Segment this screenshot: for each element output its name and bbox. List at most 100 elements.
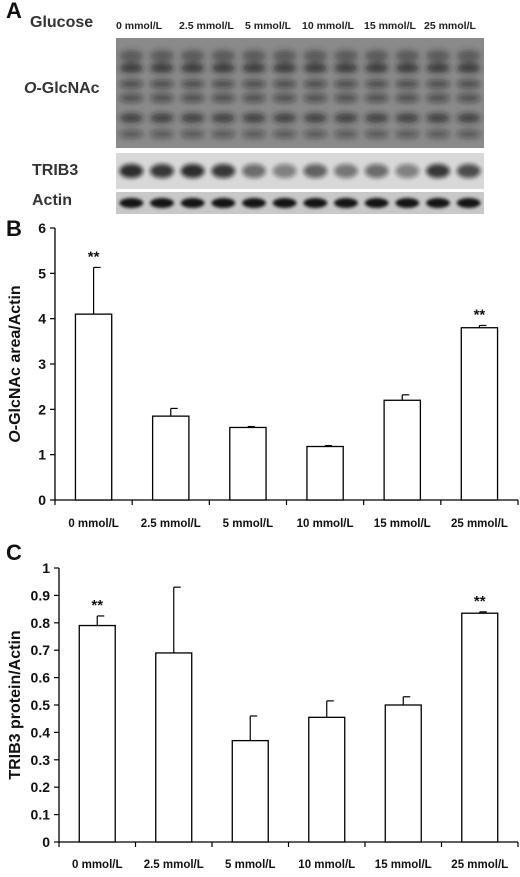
- significance-marker: **: [91, 597, 103, 614]
- blot-band: [334, 50, 358, 62]
- x-tick-label: 10 mmol/L: [298, 859, 355, 871]
- blot-band: [180, 130, 205, 138]
- blot-band: [119, 50, 144, 62]
- y-tick-label: 0: [42, 834, 50, 850]
- blot-band: [364, 130, 389, 138]
- blot-band: [334, 164, 358, 178]
- y-tick-label: 0.7: [31, 642, 51, 658]
- x-tick-label: 2.5 mmol/L: [141, 518, 201, 530]
- blot-band: [395, 130, 420, 138]
- blot-band: [150, 130, 174, 138]
- blot-band: [426, 80, 450, 88]
- blot-band: [303, 198, 328, 208]
- blot-band: [303, 63, 328, 73]
- blot-band: [119, 93, 144, 103]
- x-tick-label: 5 mmol/L: [223, 518, 273, 530]
- bar: [308, 716, 346, 843]
- bar: [74, 313, 113, 501]
- y-tick-label: 0.1: [31, 807, 51, 823]
- trib3-blot: [116, 153, 484, 189]
- lane-label: 25 mmol/L: [424, 20, 476, 32]
- blot-band: [334, 113, 358, 123]
- y-tick-label: 0.6: [31, 670, 51, 686]
- y-tick-label: 0.2: [31, 779, 51, 795]
- blot-band: [119, 63, 144, 73]
- blot-band: [150, 93, 174, 103]
- y-axis-title-italic: O: [7, 430, 24, 443]
- lane-label: 0 mmol/L: [116, 20, 163, 32]
- blot-band: [272, 164, 297, 178]
- blot-band: [426, 113, 450, 123]
- blot-band: [334, 198, 358, 208]
- blot-band: [303, 50, 328, 62]
- panel-a-letter: A: [6, 0, 22, 23]
- blot-band: [364, 50, 389, 62]
- blot-band: [395, 63, 420, 73]
- blot-band: [180, 80, 205, 88]
- blot-band: [303, 113, 328, 123]
- x-tick-label: 0 mmol/L: [72, 859, 122, 871]
- y-axis-title: O-GlcNAc area/Actin: [7, 285, 24, 442]
- y-tick-label: 5: [38, 265, 46, 281]
- y-tick-label: 0.4: [31, 724, 51, 740]
- blot-band: [242, 50, 266, 62]
- blot-band: [426, 63, 450, 73]
- trib3-label: TRIB3: [32, 162, 79, 179]
- blot-band: [150, 164, 174, 178]
- blot-band: [395, 164, 420, 178]
- blot-band: [272, 130, 297, 138]
- bar: [155, 652, 193, 843]
- y-tick-label: 3: [38, 356, 46, 372]
- blot-band: [180, 93, 205, 103]
- bar: [460, 327, 499, 501]
- blot-band: [150, 113, 174, 123]
- y-tick-label: 0: [38, 492, 46, 508]
- lane-label: 15 mmol/L: [364, 20, 416, 32]
- x-tick-label: 15 mmol/L: [374, 518, 431, 530]
- bar: [78, 624, 116, 843]
- blot-band: [272, 50, 297, 62]
- blot-band: [334, 63, 358, 73]
- blot-band: [395, 50, 420, 62]
- oglcnac-blot: [116, 38, 484, 148]
- y-tick-label: 0.9: [31, 587, 51, 603]
- blot-band: [272, 93, 297, 103]
- y-tick-label: 4: [38, 311, 46, 327]
- significance-marker: **: [474, 593, 486, 610]
- blot-band: [334, 130, 358, 138]
- glucose-label: Glucose: [30, 14, 94, 31]
- bar: [231, 739, 269, 843]
- blot-band: [272, 63, 297, 73]
- chart-c: 0 0.1 0.2 0.3 0.4 0.5 0.6 0.7 0.8 0.9 1 ** 0 mmol/L 2…: [7, 560, 519, 871]
- blot-band: [242, 63, 266, 73]
- blot-band: [119, 198, 144, 208]
- blot-band: [180, 164, 205, 178]
- blot-band: [334, 93, 358, 103]
- blot-band: [395, 113, 420, 123]
- actin-label: Actin: [32, 192, 72, 209]
- blot-band: [303, 130, 328, 138]
- blot-band: [303, 93, 328, 103]
- blot-band: [119, 164, 144, 178]
- x-tick-label: 25 mmol/L: [451, 859, 508, 871]
- blot-band: [456, 63, 481, 73]
- blot-band: [456, 80, 481, 88]
- blot-band: [426, 93, 450, 103]
- blot-band: [426, 198, 450, 208]
- blot-band: [242, 80, 266, 88]
- blot-band: [150, 50, 174, 62]
- blot-band: [211, 80, 236, 88]
- y-tick-label: 6: [38, 220, 46, 236]
- oglcnac-label-o: O: [24, 80, 37, 97]
- blot-band: [456, 164, 481, 178]
- bar: [229, 426, 267, 501]
- blot-band: [456, 50, 481, 62]
- panel-b-letter: B: [6, 216, 22, 241]
- blot-band: [303, 164, 328, 178]
- bar: [151, 415, 190, 501]
- blot-band: [364, 164, 389, 178]
- blot-band: [242, 130, 266, 138]
- y-tick-label: 2: [38, 401, 46, 417]
- x-tick-label: 25 mmol/L: [451, 518, 508, 530]
- blot-band: [426, 164, 450, 178]
